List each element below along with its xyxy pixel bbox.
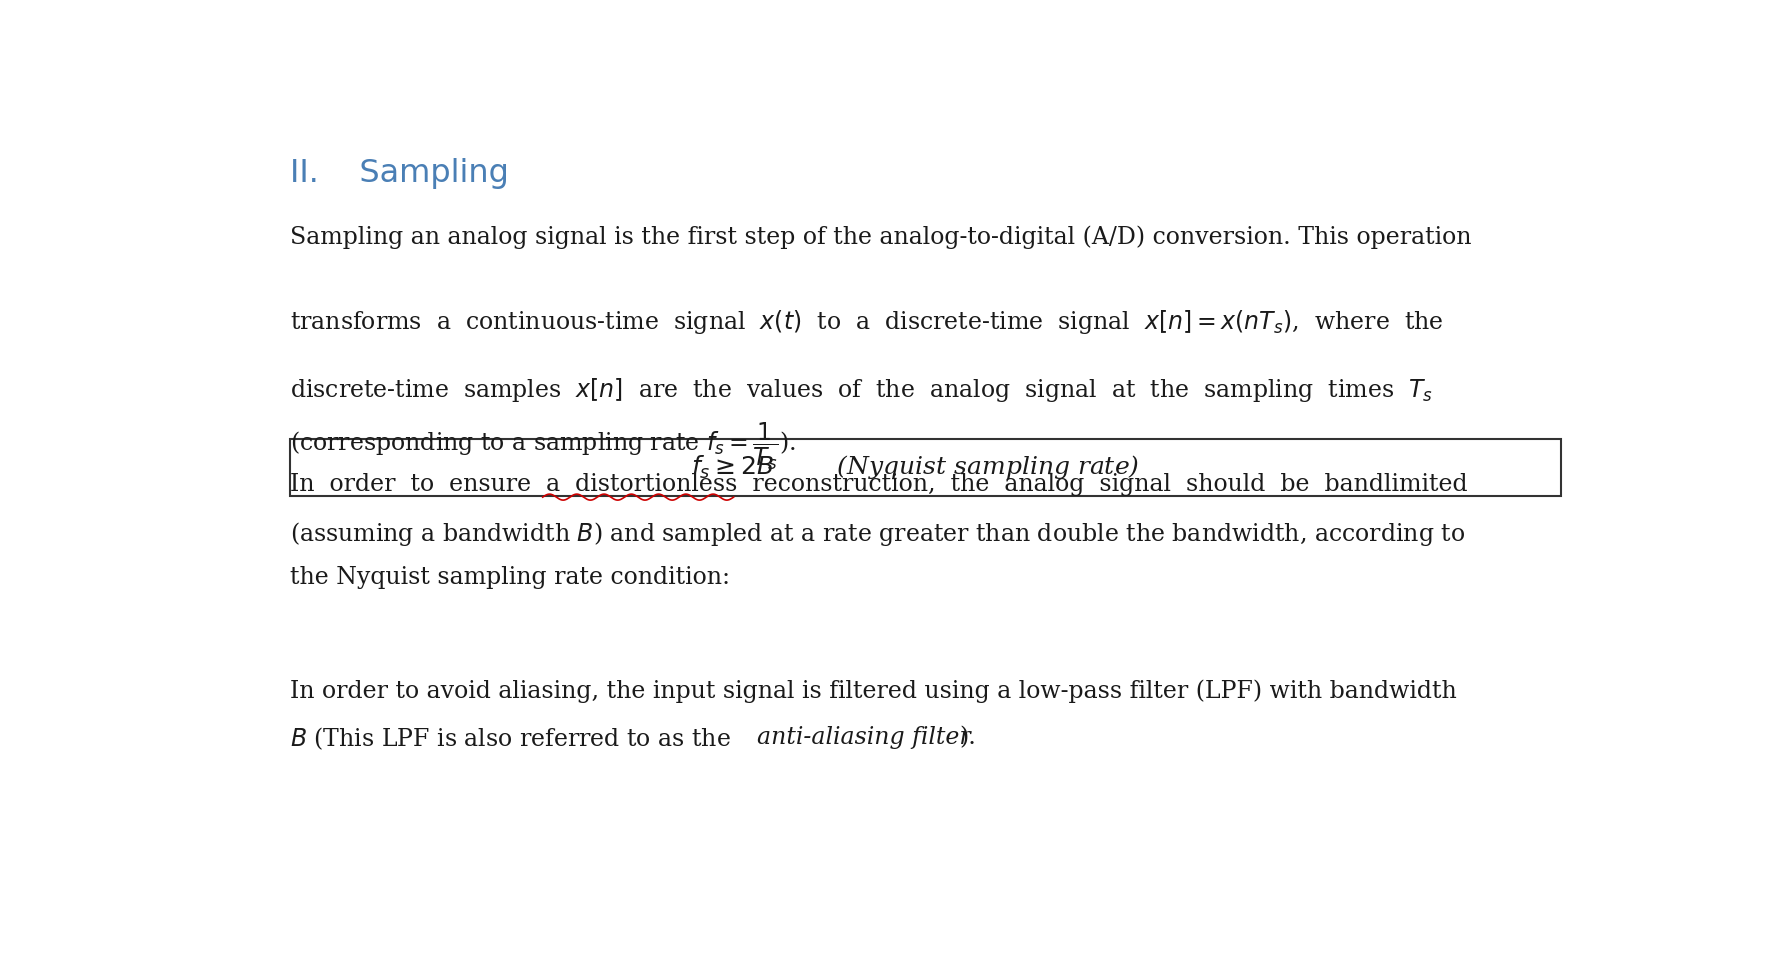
Text: the Nyquist sampling rate condition:: the Nyquist sampling rate condition: [289, 566, 730, 589]
Text: In order to avoid aliasing, the input signal is filtered using a low-pass filter: In order to avoid aliasing, the input si… [289, 680, 1457, 703]
Text: transforms  a  continuous-time  signal  $x(t)$  to  a  discrete-time  signal  $x: transforms a continuous-time signal $x(t… [289, 308, 1442, 336]
Text: $f_s \geq 2B$        (Nyquist sampling rate): $f_s \geq 2B$ (Nyquist sampling rate) [691, 454, 1139, 481]
Text: (corresponding to a sampling rate $f_s = \dfrac{1}{T_s}$).: (corresponding to a sampling rate $f_s =… [289, 421, 796, 472]
Text: $B$ (This LPF is also referred to as the: $B$ (This LPF is also referred to as the [289, 726, 732, 753]
FancyBboxPatch shape [289, 439, 1560, 496]
Text: Sampling an analog signal is the first step of the analog-to-digital (A/D) conve: Sampling an analog signal is the first s… [289, 226, 1471, 249]
Text: II.    Sampling: II. Sampling [289, 158, 509, 189]
Text: (assuming a bandwidth $B$) and sampled at a rate greater than double the bandwid: (assuming a bandwidth $B$) and sampled a… [289, 519, 1465, 547]
Text: anti-aliasing filter: anti-aliasing filter [757, 726, 971, 749]
Text: discrete-time  samples  $x[n]$  are  the  values  of  the  analog  signal  at  t: discrete-time samples $x[n]$ are the val… [289, 376, 1432, 403]
Text: In  order  to  ensure  a  distortionless  reconstruction,  the  analog  signal  : In order to ensure a distortionless reco… [289, 473, 1467, 496]
Text: ).: ). [959, 726, 976, 749]
